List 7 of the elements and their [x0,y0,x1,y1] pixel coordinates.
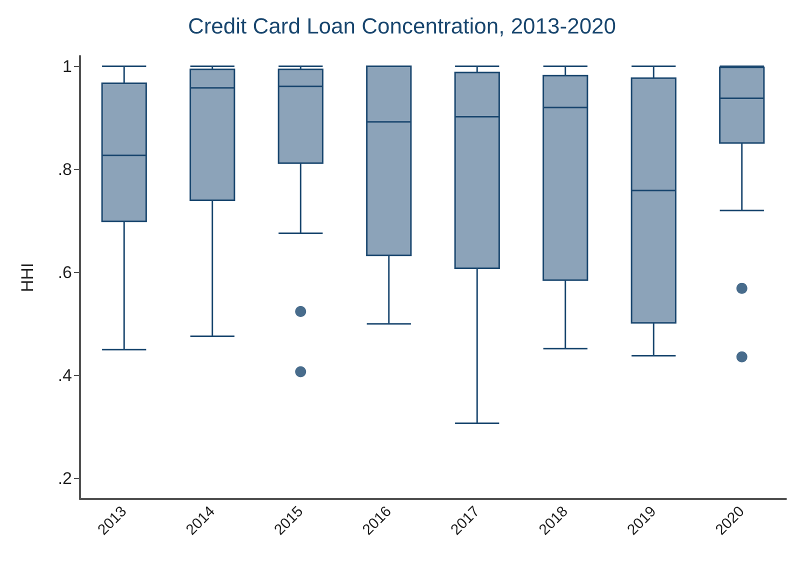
y-tick-label: .4 [58,366,72,385]
y-tick-label: 1 [62,56,72,76]
chart-title: Credit Card Loan Concentration, 2013-2020 [188,14,616,38]
y-tick-label: .8 [58,160,72,179]
y-tick-label: .2 [58,468,72,488]
y-axis-title: HHI [18,262,37,292]
y-tick-label: .6 [58,262,72,282]
